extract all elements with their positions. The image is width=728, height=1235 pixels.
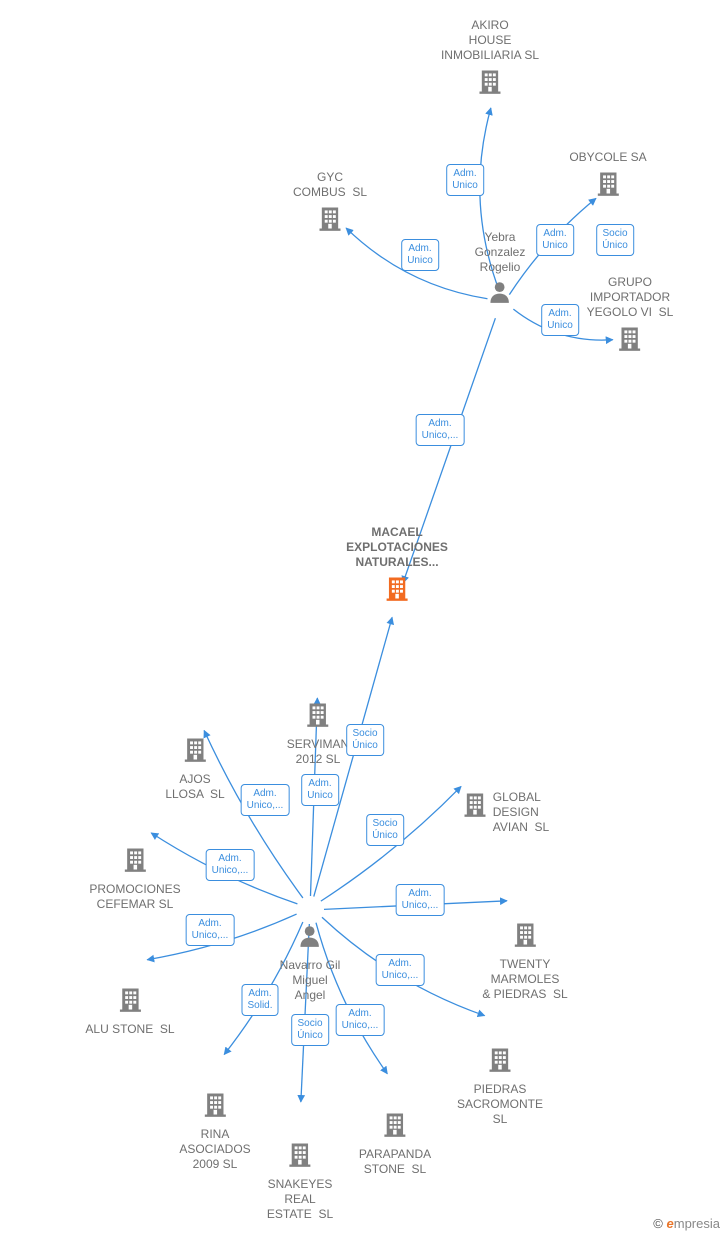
node-label: OBYCOLE SA <box>569 150 646 165</box>
building-icon <box>286 1140 314 1168</box>
building-icon <box>594 169 622 197</box>
edge-label: Socio Único <box>596 224 634 256</box>
node-obycole[interactable]: OBYCOLE SA <box>569 150 646 202</box>
node-label: GLOBAL DESIGN AVIAN SL <box>493 790 549 835</box>
node-snakeyes[interactable]: SNAKEYES REAL ESTATE SL <box>267 1140 333 1222</box>
edge-label: Adm. Unico <box>536 224 574 256</box>
edge-label: Adm. Unico <box>446 164 484 196</box>
node-macael[interactable]: MACAEL EXPLOTACIONES NATURALES... <box>346 525 448 607</box>
node-label: TWENTY MARMOLES & PIEDRAS SL <box>482 957 567 1002</box>
node-label: PIEDRAS SACROMONTE SL <box>457 1082 543 1127</box>
edge-label: Socio Único <box>346 724 384 756</box>
edge-label: Adm. Solid. <box>241 984 278 1016</box>
node-global[interactable]: GLOBAL DESIGN AVIAN SL <box>461 790 489 823</box>
building-icon <box>381 1110 409 1138</box>
node-label: Yebra Gonzalez Rogelio <box>475 230 526 275</box>
edge-label: Socio Único <box>291 1014 329 1046</box>
node-serviman[interactable]: SERVIMAN 2012 SL <box>287 700 349 767</box>
node-alu[interactable]: ALU STONE SL <box>85 985 174 1037</box>
node-yebra[interactable]: Yebra Gonzalez Rogelio <box>475 230 526 310</box>
edge <box>321 786 461 901</box>
node-label: GYC COMBUS SL <box>293 170 367 200</box>
person-icon <box>487 279 513 305</box>
edge-label: Adm. Unico,... <box>396 884 445 916</box>
building-icon <box>511 920 539 948</box>
node-ajos[interactable]: AJOS LLOSA SL <box>165 735 224 802</box>
building-icon <box>461 790 489 818</box>
building-icon <box>116 985 144 1013</box>
building-icon <box>304 700 332 728</box>
node-gyc[interactable]: GYC COMBUS SL <box>293 170 367 237</box>
node-label: AKIRO HOUSE INMOBILIARIA SL <box>441 18 539 63</box>
edge-label: Adm. Unico,... <box>336 1004 385 1036</box>
edge-label: Adm. Unico,... <box>186 914 235 946</box>
edge <box>322 917 485 1015</box>
network-canvas: AKIRO HOUSE INMOBILIARIA SL OBYCOLE SA G… <box>0 0 728 1235</box>
edge-label: Socio Único <box>366 814 404 846</box>
node-label: ALU STONE SL <box>85 1022 174 1037</box>
node-navarro[interactable]: Navarro Gil Miguel Angel <box>280 923 341 1003</box>
edge-label: Adm. Unico,... <box>206 849 255 881</box>
building-icon <box>486 1045 514 1073</box>
edge-label: Adm. Unico <box>401 239 439 271</box>
node-label: GRUPO IMPORTADOR YEGOLO VI SL <box>587 275 674 320</box>
node-akiro[interactable]: AKIRO HOUSE INMOBILIARIA SL <box>441 18 539 100</box>
footer-credit: © empresia <box>653 1216 720 1231</box>
brand-rest: mpresia <box>674 1216 720 1231</box>
node-label: MACAEL EXPLOTACIONES NATURALES... <box>346 525 448 570</box>
building-icon <box>316 204 344 232</box>
person-icon <box>297 923 323 949</box>
building-icon <box>181 735 209 763</box>
edge <box>147 914 296 960</box>
node-promo[interactable]: PROMOCIONES CEFEMAR SL <box>89 845 180 912</box>
brand-e: e <box>667 1216 674 1231</box>
edge-label: Adm. Unico,... <box>376 954 425 986</box>
node-label: SNAKEYES REAL ESTATE SL <box>267 1177 333 1222</box>
node-label: RINA ASOCIADOS 2009 SL <box>179 1127 250 1172</box>
building-icon <box>476 67 504 95</box>
edge <box>346 228 487 299</box>
node-label: PARAPANDA STONE SL <box>359 1147 431 1177</box>
building-icon <box>201 1090 229 1118</box>
edge-label: Adm. Unico,... <box>416 414 465 446</box>
building-icon <box>383 574 411 602</box>
copyright-symbol: © <box>653 1216 663 1231</box>
node-rina[interactable]: RINA ASOCIADOS 2009 SL <box>179 1090 250 1172</box>
node-grupo[interactable]: GRUPO IMPORTADOR YEGOLO VI SL <box>587 275 674 357</box>
node-label: Navarro Gil Miguel Angel <box>280 958 341 1003</box>
node-label: AJOS LLOSA SL <box>165 772 224 802</box>
building-icon <box>616 324 644 352</box>
edge-label: Adm. Unico <box>301 774 339 806</box>
node-label: SERVIMAN 2012 SL <box>287 737 349 767</box>
building-icon <box>121 845 149 873</box>
edge-label: Adm. Unico,... <box>241 784 290 816</box>
edge-label: Adm. Unico <box>541 304 579 336</box>
node-parapanda[interactable]: PARAPANDA STONE SL <box>359 1110 431 1177</box>
edge <box>324 901 507 910</box>
node-twenty[interactable]: TWENTY MARMOLES & PIEDRAS SL <box>482 920 567 1002</box>
node-piedras[interactable]: PIEDRAS SACROMONTE SL <box>457 1045 543 1127</box>
node-label: PROMOCIONES CEFEMAR SL <box>89 882 180 912</box>
